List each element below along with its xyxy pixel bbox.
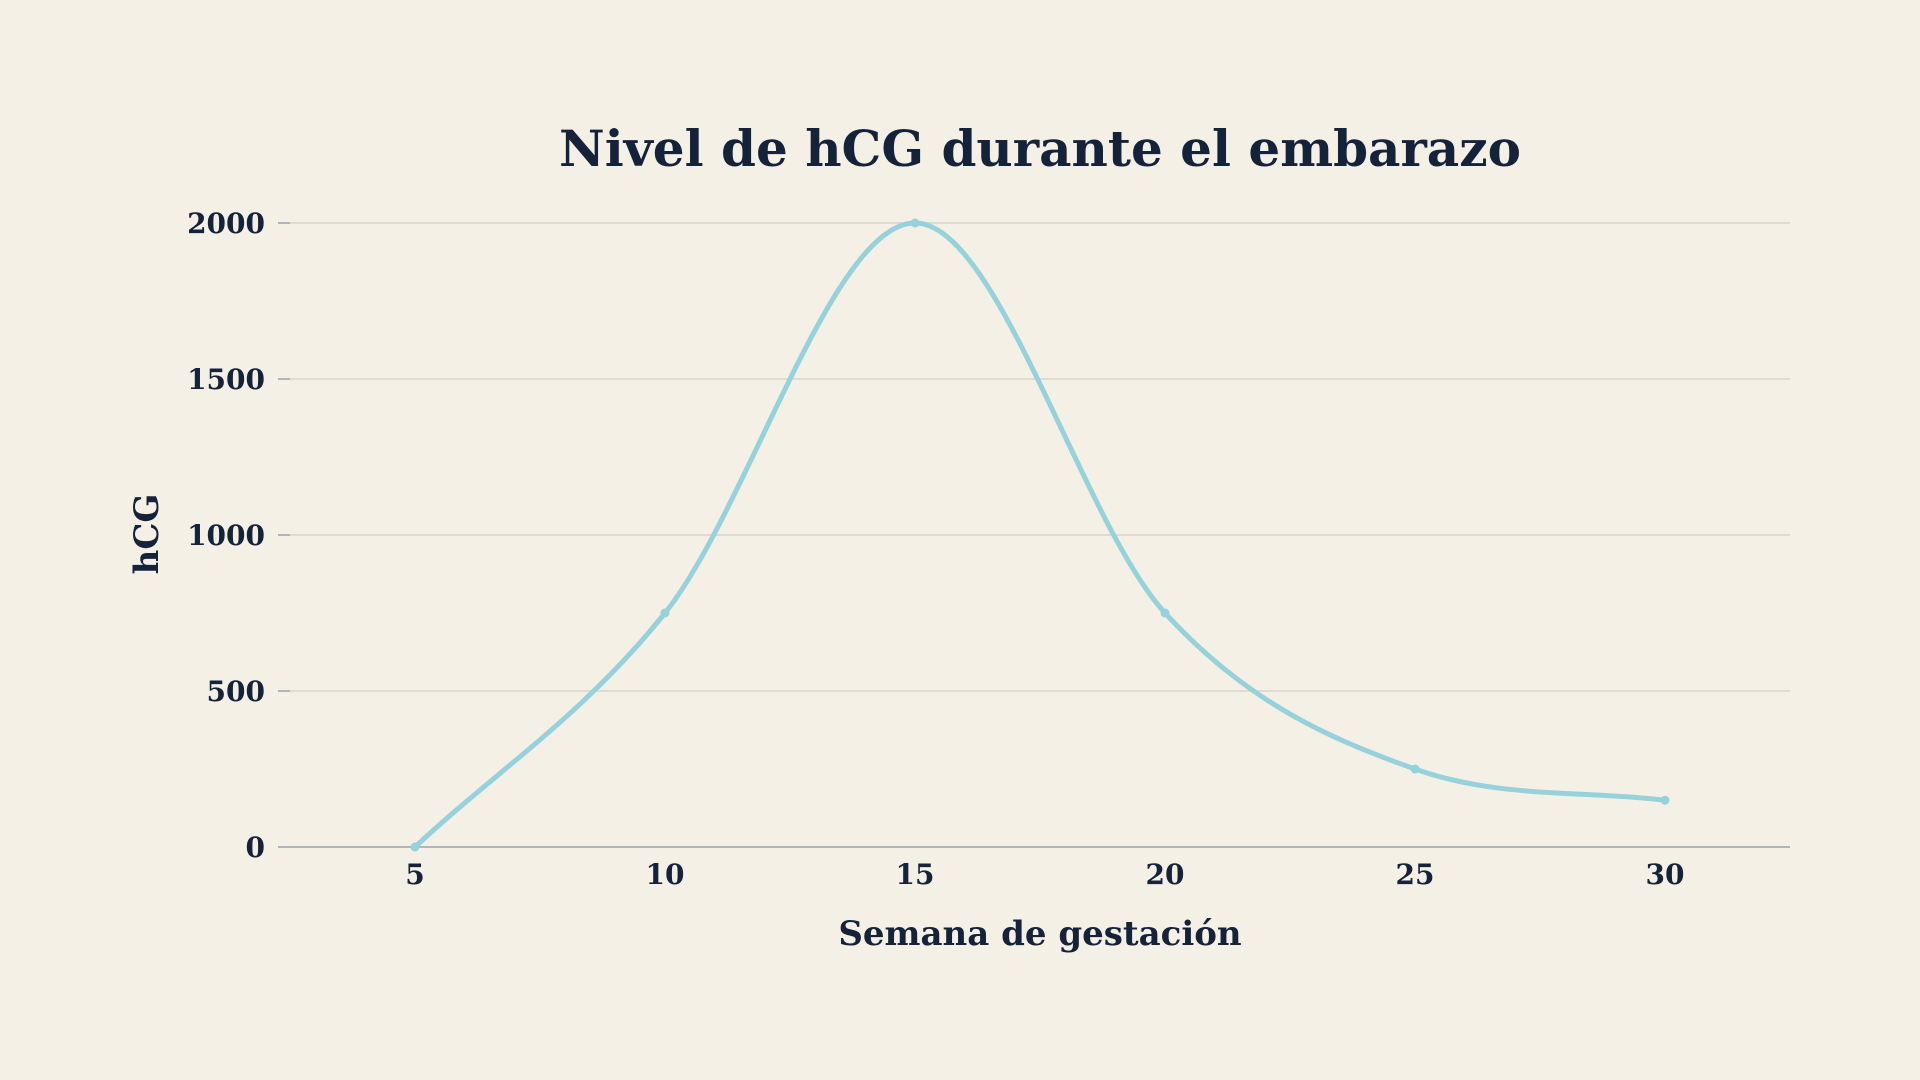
x-tick-label: 20 (1146, 858, 1185, 891)
x-tick-label: 5 (405, 858, 424, 891)
chart-title: Nivel de hCG durante el embarazo (559, 119, 1521, 178)
y-axis-label: hCG (127, 494, 167, 575)
y-tick-label: 2000 (187, 207, 265, 240)
x-tick-label: 10 (646, 858, 685, 891)
grid-layer (278, 222, 1790, 848)
x-axis-label: Semana de gestación (838, 914, 1241, 954)
data-point (660, 608, 670, 618)
y-tick-label: 1500 (187, 363, 265, 396)
data-point (1660, 795, 1670, 805)
y-axis-ticks: 0 500 1000 1500 2000 (187, 207, 265, 864)
y-tick-label: 1000 (187, 519, 265, 552)
x-tick-label: 15 (896, 858, 935, 891)
data-point (410, 842, 420, 852)
x-tick-label: 25 (1396, 858, 1435, 891)
series-layer (410, 218, 1670, 852)
data-point (1410, 764, 1420, 774)
data-point (910, 218, 920, 228)
x-axis-ticks: 5 10 15 20 25 30 (405, 858, 1684, 891)
y-tick-label: 500 (207, 675, 265, 708)
x-tick-label: 30 (1646, 858, 1685, 891)
y-tick-label: 0 (246, 831, 265, 864)
data-point (1160, 608, 1170, 618)
